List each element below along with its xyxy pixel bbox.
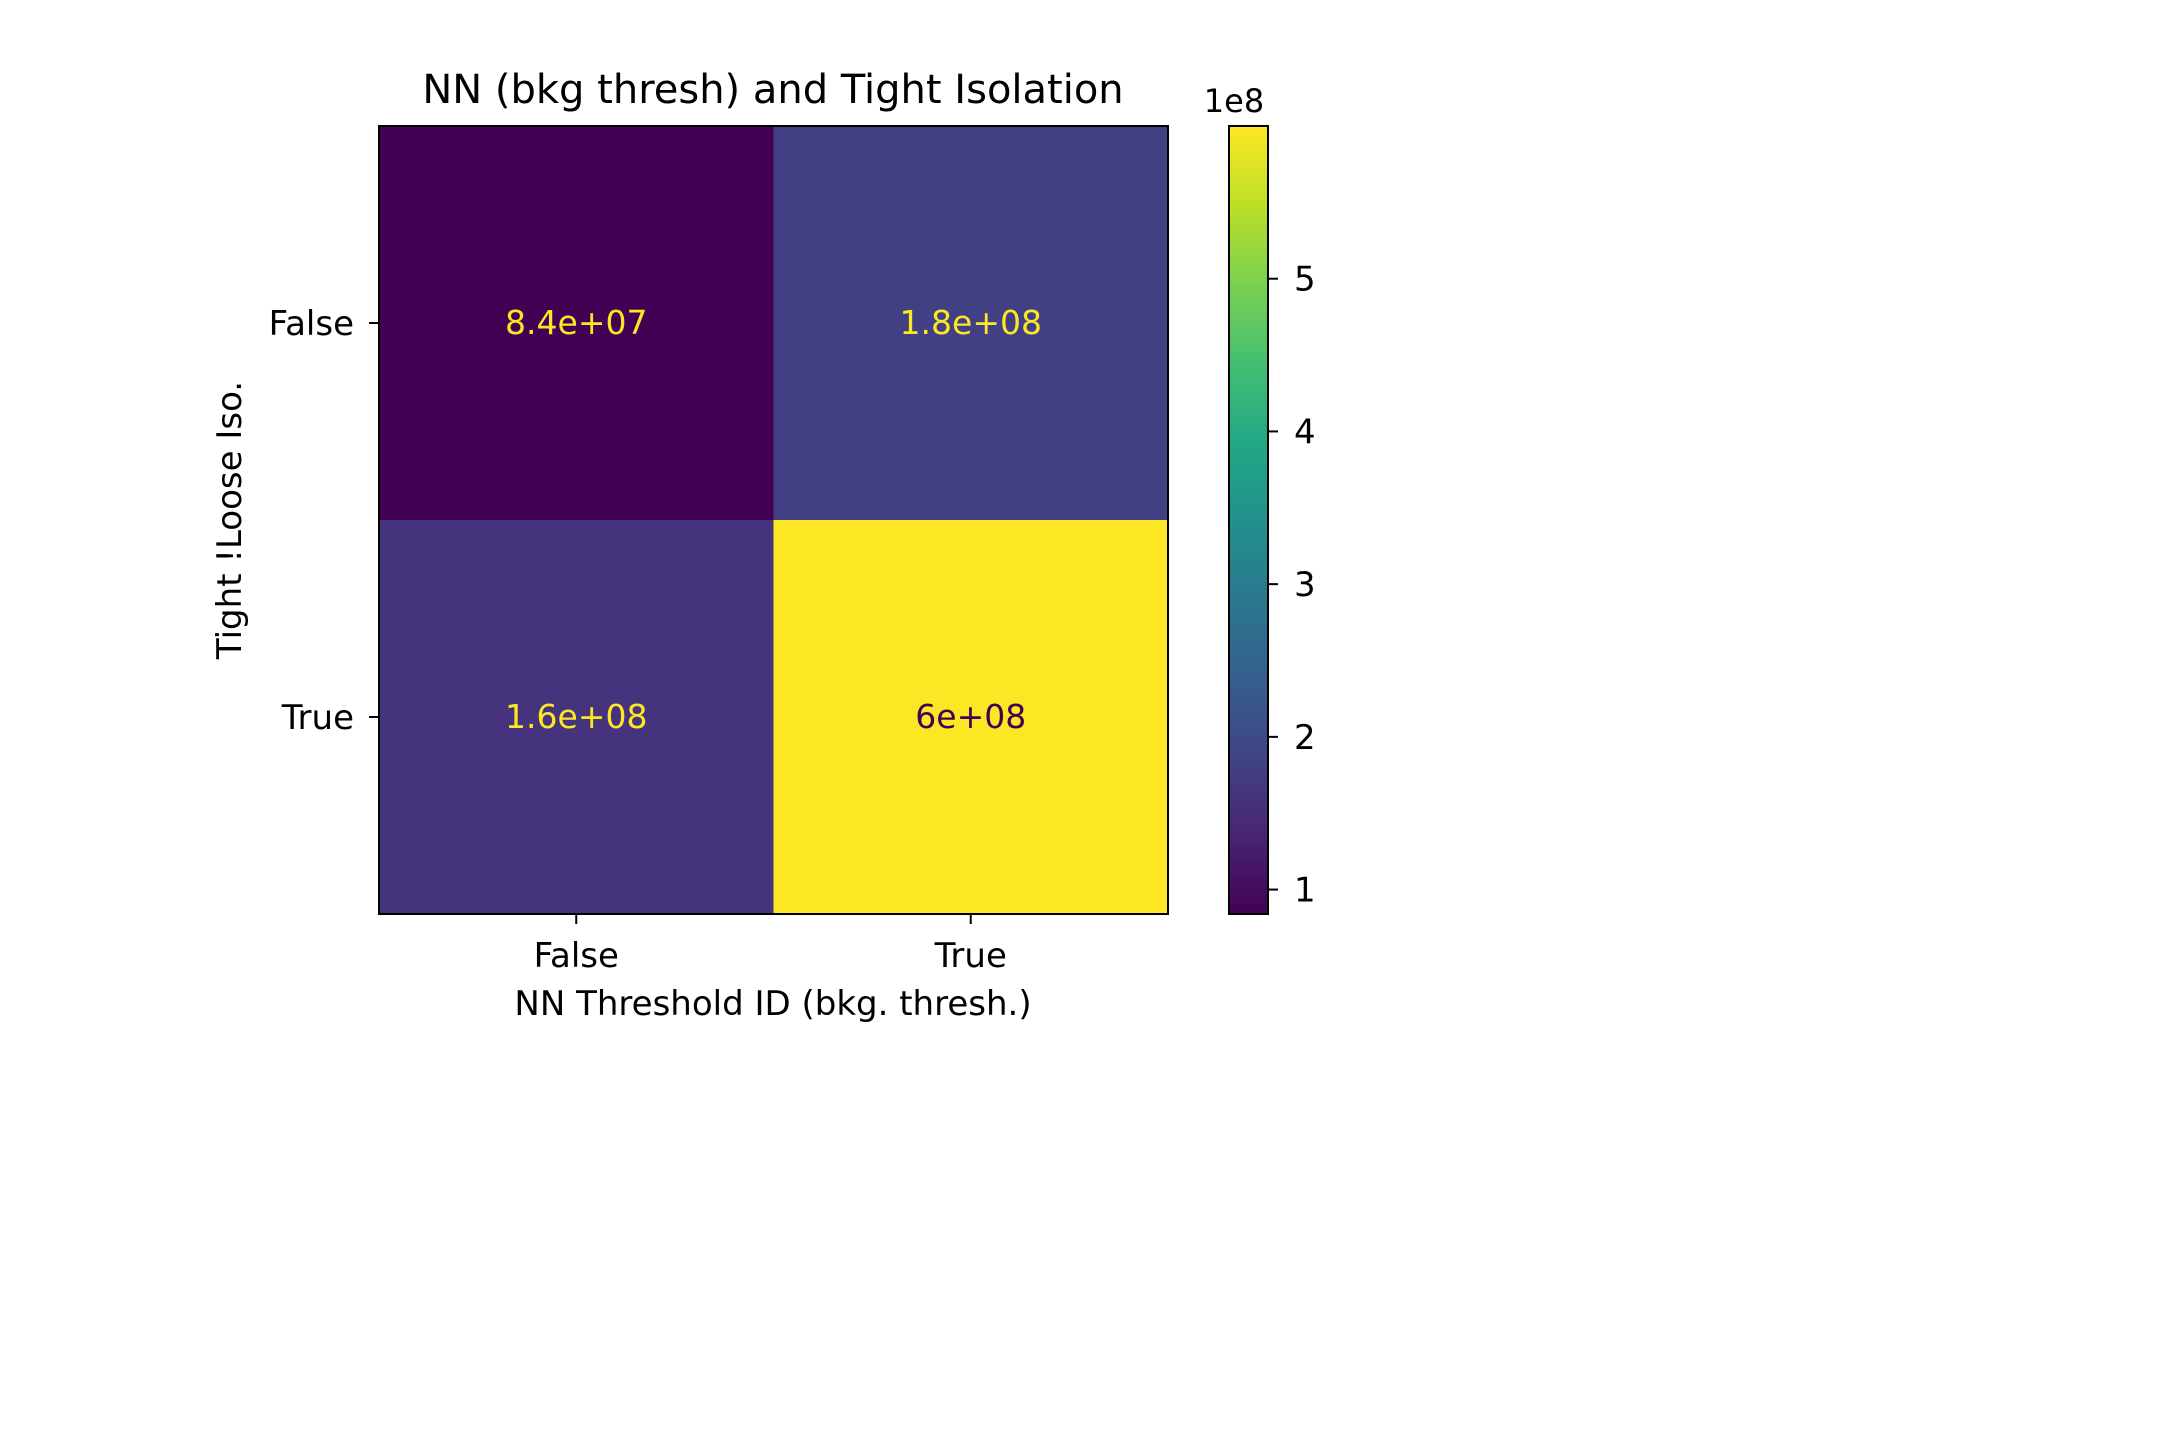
x-tick-label: False xyxy=(534,936,619,976)
x-tick-label: True xyxy=(934,936,1007,976)
y-tick-label: False xyxy=(269,304,354,344)
cell-value-label-r0-c0: 8.4e+07 xyxy=(505,303,647,342)
heatmap-cells xyxy=(379,126,1168,914)
cell-value-label-r1-c1: 6e+08 xyxy=(915,697,1026,736)
heatmap-cell-r0-c0 xyxy=(379,126,774,520)
chart-title: NN (bkg thresh) and Tight Isolation xyxy=(422,67,1123,113)
x-axis-label: NN Threshold ID (bkg. thresh.) xyxy=(514,984,1031,1024)
chart-figure: NN (bkg thresh) and Tight Isolation 8.4e… xyxy=(210,67,1316,1024)
colorbar-offset-label: 1e8 xyxy=(1204,82,1264,120)
cell-value-label-r1-c0: 1.6e+08 xyxy=(505,697,647,736)
x-axis-ticks: False True xyxy=(534,914,1007,976)
colorbar-tick-label: 3 xyxy=(1294,565,1316,605)
cell-value-label-r0-c1: 1.8e+08 xyxy=(900,303,1042,342)
heatmap-cell-r1-c0 xyxy=(379,520,774,914)
heatmap-cell-r0-c1 xyxy=(773,126,1168,520)
heatmap-cell-r1-c1 xyxy=(773,520,1168,914)
colorbar-tick-label: 5 xyxy=(1294,260,1316,300)
y-axis-label: Tight !Loose Iso. xyxy=(210,381,250,660)
y-tick-label: True xyxy=(281,698,354,738)
plot-frame xyxy=(378,125,1169,915)
colorbar-tick-label: 1 xyxy=(1294,871,1316,911)
colorbar-ticks: 1 2 3 4 5 xyxy=(1268,260,1316,911)
y-axis-ticks: False True xyxy=(269,304,379,738)
heatmap-cell-labels: 8.4e+07 1.8e+08 1.6e+08 6e+08 xyxy=(505,303,1042,736)
colorbar-tick-label: 2 xyxy=(1294,718,1316,758)
colorbar xyxy=(1228,125,1269,915)
colorbar-tick-label: 4 xyxy=(1294,412,1316,452)
